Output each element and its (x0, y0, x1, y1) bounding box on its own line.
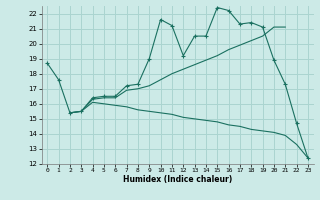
X-axis label: Humidex (Indice chaleur): Humidex (Indice chaleur) (123, 175, 232, 184)
